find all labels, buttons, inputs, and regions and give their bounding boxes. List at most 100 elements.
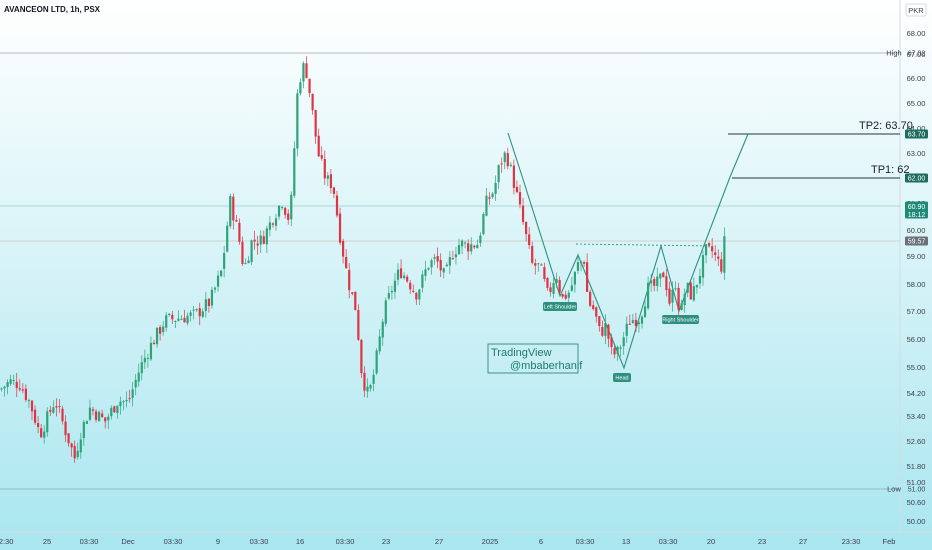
candle-body xyxy=(485,195,488,216)
candle-body xyxy=(46,411,49,433)
candle-body xyxy=(30,400,34,412)
candle-body xyxy=(576,262,580,271)
candle-body xyxy=(55,406,58,408)
last-tag-value: 60.90 xyxy=(908,204,926,211)
candle-body xyxy=(88,407,92,420)
candle-body xyxy=(503,152,506,163)
candle-body xyxy=(662,272,665,278)
candle-body xyxy=(256,243,259,246)
candle-body xyxy=(494,182,497,194)
price-axis[interactable]: 68.0067.0066.0065.0064.0063.0062.0061.00… xyxy=(907,29,926,526)
candle-body xyxy=(387,293,390,299)
candle-body xyxy=(582,262,586,264)
candle-body xyxy=(445,264,448,267)
candle-body xyxy=(534,263,537,266)
candle-body xyxy=(525,221,528,235)
candle-body xyxy=(415,292,418,300)
x-tick-label: 03:30 xyxy=(336,537,355,546)
high-tag-value: 67.02 xyxy=(908,51,926,58)
y-tick-label: 67.00 xyxy=(907,50,926,59)
candle-body xyxy=(546,277,549,288)
candle-body xyxy=(238,222,241,242)
candle-body xyxy=(451,258,454,260)
y-tick-label: 60.00 xyxy=(907,226,926,235)
candle-body xyxy=(457,245,461,255)
candle-body xyxy=(570,285,573,291)
candle-body xyxy=(299,82,302,94)
candle-body xyxy=(442,268,445,273)
candle-body xyxy=(284,207,287,215)
tp2-label: TP2: 63.70 xyxy=(859,120,913,132)
tp2-tag-value: 63.70 xyxy=(908,132,926,139)
candles xyxy=(0,56,726,463)
candle-body xyxy=(506,153,509,167)
candle-body xyxy=(656,276,659,287)
x-tick-label: 6 xyxy=(539,537,543,546)
candle-body xyxy=(24,388,27,400)
candle-body xyxy=(342,241,345,257)
candle-body xyxy=(589,291,592,306)
candle-body xyxy=(134,379,137,388)
currency-badge[interactable]: PKR xyxy=(905,3,927,17)
candle-body xyxy=(232,196,235,221)
watermark-box: TradingView @mbaberhanif xyxy=(487,343,583,374)
candle-body xyxy=(592,305,595,309)
candle-body xyxy=(61,408,64,422)
x-tick-label: 03:30 xyxy=(80,537,99,546)
candle-body xyxy=(537,263,540,265)
candle-body xyxy=(277,205,281,217)
pattern-zigzag xyxy=(507,132,749,370)
candle-body xyxy=(76,450,79,458)
candle-body xyxy=(512,165,515,188)
candle-body xyxy=(152,342,156,345)
candle-body xyxy=(598,316,601,327)
candle-body xyxy=(110,407,113,417)
candle-body xyxy=(692,286,695,301)
candle-body xyxy=(433,257,436,259)
candle-body xyxy=(223,253,226,269)
candle-body xyxy=(412,290,415,292)
candle-body xyxy=(555,278,558,283)
candle-body xyxy=(436,256,439,262)
candle-body xyxy=(58,406,61,408)
left-shoulder-label: Left Shoulder xyxy=(543,302,577,311)
candle-body xyxy=(521,205,525,223)
candle-body xyxy=(674,288,677,290)
time-axis[interactable]: 02:302503:30Dec03:30903:301603:302327202… xyxy=(0,537,895,546)
x-tick-label: 16 xyxy=(296,537,304,546)
candle-body xyxy=(271,223,275,225)
candle-body xyxy=(396,269,400,280)
low-tag-value: 51.00 xyxy=(908,487,926,494)
candle-body xyxy=(64,421,67,436)
candle-body xyxy=(198,308,201,317)
head-label: Head xyxy=(613,373,631,382)
x-tick-label: 2025 xyxy=(482,537,499,546)
candle-body xyxy=(723,236,726,273)
high-tag-label: High xyxy=(886,49,901,58)
candle-body xyxy=(552,283,555,294)
candle-body xyxy=(393,280,397,292)
candle-body xyxy=(204,299,207,311)
left-shoulder-label-bg xyxy=(543,302,577,311)
candle-body xyxy=(207,298,210,306)
candle-body xyxy=(259,235,262,245)
tp1-tag-value: 62.00 xyxy=(908,176,926,183)
candle-body xyxy=(162,326,165,333)
candle-body xyxy=(332,187,336,194)
candle-body xyxy=(15,381,18,389)
y-tick-label: 54.20 xyxy=(907,389,926,398)
candle-body xyxy=(418,289,421,300)
candle-body xyxy=(531,246,534,263)
candle-body xyxy=(183,317,186,323)
candle-body xyxy=(439,260,442,271)
candle-body xyxy=(561,293,564,297)
candle-body xyxy=(421,274,424,288)
candle-body xyxy=(360,339,363,374)
candle-body xyxy=(680,303,683,310)
candle-body xyxy=(518,192,522,205)
candle-body xyxy=(94,411,98,420)
candle-body xyxy=(375,350,378,374)
